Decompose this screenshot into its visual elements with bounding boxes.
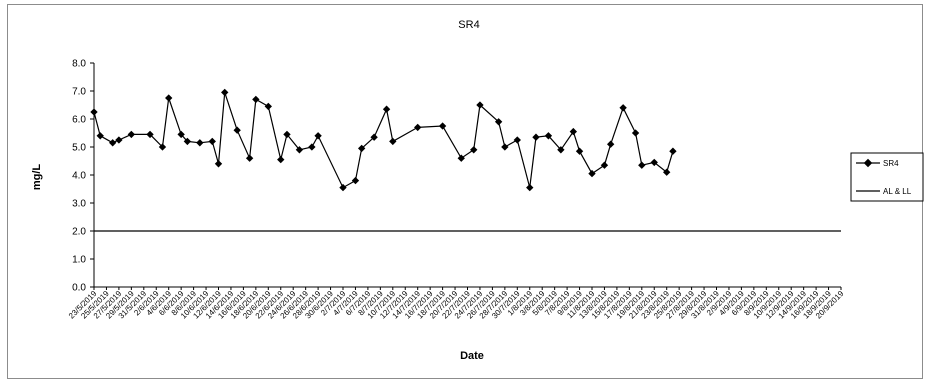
data-point-marker [221,88,229,97]
y-tick-label: 0.0 [72,283,86,294]
data-point-marker [532,133,540,141]
legend-label-al-ll: AL & LL [883,187,912,196]
data-point-marker [115,136,123,144]
x-tick-labels: 23/5/201925/5/201927/5/201929/5/201931/5… [67,287,846,321]
data-point-marker [663,168,671,176]
data-point-marker [669,147,677,155]
data-point-marker [457,154,465,162]
data-point-marker [146,130,154,139]
data-point-marker [108,139,117,147]
data-point-marker [619,104,627,112]
chart-title: SR4 [458,19,479,31]
data-point-marker [588,169,596,178]
data-point-marker [90,108,98,116]
data-point-marker [196,139,204,147]
data-point-marker [575,147,584,155]
y-tick-labels: 0.0 1.0 2.0 3.0 4.0 5.0 6.0 7.0 8.0 [72,59,94,294]
x-axis-title: Date [460,350,484,362]
data-point-marker [96,132,104,140]
y-tick-label: 8.0 [72,59,86,70]
data-point-marker [165,94,173,102]
y-tick-label: 6.0 [72,115,86,126]
data-point-marker [470,146,478,154]
data-point-marker [494,118,503,126]
data-point-marker [414,123,422,132]
data-point-marker [233,126,241,134]
data-point-marker [158,143,167,151]
data-point-marker [606,140,615,148]
data-point-marker [476,101,484,109]
y-tick-label: 3.0 [72,199,86,210]
legend-box [850,152,924,202]
chart-frame: SR4 mg/L Date 23/5/2019 25/5/2019 27/5/201… [7,4,924,379]
data-point-marker [252,95,260,104]
series-sr4-line [93,92,674,189]
data-point-marker [351,176,360,185]
data-point-marker [277,155,285,164]
legend: SR4 AL & LL [850,152,924,202]
data-point-marker [389,137,397,146]
data-point-marker [214,160,223,168]
data-point-marker [638,161,646,169]
data-point-marker [631,129,640,137]
data-point-marker [526,183,534,192]
data-point-marker [557,146,565,154]
series-layer [90,88,677,192]
data-point-marker [245,154,254,162]
data-point-marker [501,143,509,151]
y-tick-label: 2.0 [72,227,86,238]
data-point-marker [208,137,216,146]
data-point-marker [600,161,609,169]
y-tick-label: 7.0 [72,87,86,98]
data-point-marker [382,105,391,113]
y-tick-label: 4.0 [72,171,86,182]
y-tick-label: 1.0 [72,255,86,266]
line-chart: SR4 mg/L Date 23/5/201925/5/201927/5/201… [31,19,924,362]
data-point-marker [438,122,447,130]
data-point-marker [569,127,578,136]
data-point-marker [544,132,553,140]
data-point-marker [513,136,521,144]
data-point-marker [308,143,316,151]
data-point-marker [339,183,347,192]
data-point-marker [127,130,136,139]
axes [93,63,841,288]
y-tick-label: 5.0 [72,143,86,154]
legend-label-sr4: SR4 [883,159,899,168]
data-point-marker [177,130,185,139]
data-point-marker [314,132,322,140]
data-point-marker [264,102,272,111]
y-axis-title: mg/L [31,164,43,191]
